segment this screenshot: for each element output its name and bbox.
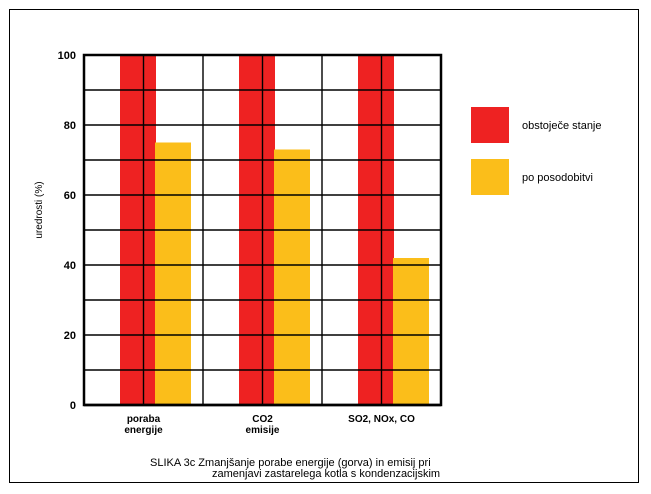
legend-label-0: obstoječe stanje <box>522 120 602 132</box>
legend-swatch-1 <box>471 159 509 195</box>
caption-line-2: zamenjavi zastarelega kotla s kondenzaci… <box>212 468 441 480</box>
plot-area-border <box>82 53 443 407</box>
bar-after-0 <box>155 142 191 405</box>
y-tick-label: 0 <box>70 400 76 412</box>
x-tick-label: SO2, NOx, CO <box>348 414 415 425</box>
x-tick-label: energije <box>124 425 163 436</box>
y-tick-label: 40 <box>64 260 76 272</box>
y-axis-label: uredrosti (%) <box>34 181 45 238</box>
x-tick-label: emisije <box>246 425 280 436</box>
legend-label-1: po posodobitvi <box>522 172 593 184</box>
x-tick-label: poraba <box>127 414 161 425</box>
y-tick-label: 20 <box>64 330 76 342</box>
y-tick-label: 80 <box>64 120 76 132</box>
bar-after-2 <box>393 258 429 405</box>
legend-swatch-0 <box>471 107 509 143</box>
caption-line-1: SLIKA 3c Zmanjšanje porabe energije (gor… <box>150 457 431 469</box>
y-tick-label: 100 <box>58 50 76 62</box>
bar-after-1 <box>274 149 310 405</box>
x-tick-label: CO2 <box>252 414 273 425</box>
y-tick-label: 60 <box>64 190 76 202</box>
figure-caption: SLIKA 3c Zmanjšanje porabe energije (gor… <box>150 458 570 480</box>
